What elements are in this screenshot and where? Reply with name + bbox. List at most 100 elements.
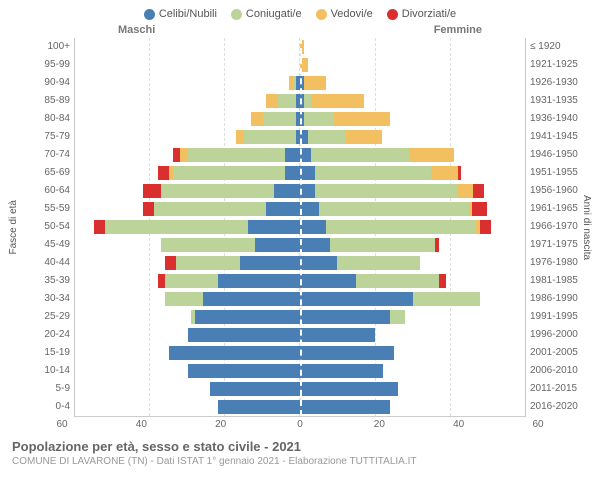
- female-label: Femmine: [434, 24, 482, 36]
- bar-segment: [330, 238, 435, 252]
- bar-segment: [180, 148, 188, 162]
- female-bar: [300, 292, 525, 306]
- male-bar: [75, 274, 300, 288]
- bar-segment: [154, 202, 267, 216]
- female-bar: [300, 274, 525, 288]
- bar-segment: [356, 274, 439, 288]
- bar-segment: [304, 94, 312, 108]
- bar-segment: [266, 202, 300, 216]
- female-bar: [300, 220, 525, 234]
- legend-swatch: [387, 9, 398, 20]
- bar-segment: [409, 148, 454, 162]
- bar-segment: [165, 292, 202, 306]
- bar-segment: [431, 166, 457, 180]
- bar-segment: [473, 184, 484, 198]
- bar-segment: [300, 382, 398, 396]
- age-label: 25-29: [44, 308, 70, 326]
- legend-item: Divorziati/e: [387, 8, 456, 20]
- x-tick-label: 40: [136, 419, 147, 430]
- bar-segment: [308, 130, 345, 144]
- birth-label: 1986-1990: [530, 290, 578, 308]
- birth-label: 2006-2010: [530, 362, 578, 380]
- male-bar: [75, 220, 300, 234]
- female-bar: [300, 76, 525, 90]
- bar-segment: [173, 148, 181, 162]
- chart-subtitle: COMUNE DI LAVARONE (TN) - Dati ISTAT 1° …: [12, 456, 588, 467]
- age-label: 20-24: [44, 326, 70, 344]
- bar-segment: [266, 94, 277, 108]
- birth-label: 1981-1985: [530, 272, 578, 290]
- bar-segment: [300, 184, 315, 198]
- bar-segment: [472, 202, 487, 216]
- x-tick-label: 60: [532, 419, 543, 430]
- bar-segment: [315, 166, 431, 180]
- age-label: 80-84: [44, 110, 70, 128]
- bar-segment: [304, 112, 334, 126]
- age-label: 5-9: [56, 380, 70, 398]
- x-ticks: 6040200204060: [62, 419, 538, 433]
- birth-label: 1961-1965: [530, 200, 578, 218]
- female-bar: [300, 40, 525, 54]
- y-right-title: Anni di nascita: [580, 195, 592, 260]
- male-bar: [75, 40, 300, 54]
- female-bar: [300, 184, 525, 198]
- bar-segment: [300, 166, 315, 180]
- bar-segment: [300, 400, 390, 414]
- birth-label: ≤ 1920: [530, 38, 561, 56]
- female-bar: [300, 382, 525, 396]
- male-bar: [75, 310, 300, 324]
- legend-label: Coniugati/e: [246, 8, 302, 20]
- bars-area: [74, 38, 526, 417]
- y-left-title: Fasce di età: [8, 200, 20, 254]
- bar-segment: [94, 220, 105, 234]
- bar-segment: [319, 202, 469, 216]
- bar-segment: [304, 76, 327, 90]
- bar-segment: [218, 274, 301, 288]
- bar-segment: [300, 238, 330, 252]
- y-axis-age: 100+95-9990-9485-8980-8475-7970-7465-696…: [20, 38, 74, 417]
- bar-segment: [158, 166, 169, 180]
- age-label: 0-4: [56, 398, 70, 416]
- age-label: 95-99: [44, 56, 70, 74]
- female-bar: [300, 166, 525, 180]
- female-bar: [300, 256, 525, 270]
- bar-segment: [188, 328, 301, 342]
- bar-segment: [169, 346, 300, 360]
- male-bar: [75, 382, 300, 396]
- legend-label: Celibi/Nubili: [159, 8, 217, 20]
- age-label: 65-69: [44, 164, 70, 182]
- female-bar: [300, 94, 525, 108]
- birth-label: 1956-1960: [530, 182, 578, 200]
- age-label: 10-14: [44, 362, 70, 380]
- bar-segment: [161, 184, 274, 198]
- bar-segment: [334, 112, 390, 126]
- bar-segment: [439, 274, 447, 288]
- plot-area: 100+95-9990-9485-8980-8475-7970-7465-696…: [20, 38, 580, 417]
- legend-label: Vedovi/e: [331, 8, 373, 20]
- bar-segment: [195, 310, 300, 324]
- bar-segment: [210, 382, 300, 396]
- age-label: 30-34: [44, 290, 70, 308]
- legend-swatch: [231, 9, 242, 20]
- bar-segment: [311, 148, 409, 162]
- bar-segment: [390, 310, 405, 324]
- birth-label: 1931-1935: [530, 92, 578, 110]
- male-bar: [75, 94, 300, 108]
- age-label: 55-59: [44, 200, 70, 218]
- bar-segment: [300, 202, 319, 216]
- legend: Celibi/Nubili Coniugati/e Vedovi/e Divorzia…: [8, 8, 592, 20]
- male-bar: [75, 112, 300, 126]
- male-bar: [75, 364, 300, 378]
- age-label: 45-49: [44, 236, 70, 254]
- birth-label: 1941-1945: [530, 128, 578, 146]
- male-label: Maschi: [118, 24, 155, 36]
- bar-segment: [285, 166, 300, 180]
- side-labels: Maschi Femmine: [8, 24, 592, 36]
- male-bar: [75, 400, 300, 414]
- bar-segment: [285, 148, 300, 162]
- bar-segment: [315, 184, 458, 198]
- male-bar: [75, 238, 300, 252]
- female-bar: [300, 202, 525, 216]
- bar-segment: [176, 256, 240, 270]
- birth-label: 1936-1940: [530, 110, 578, 128]
